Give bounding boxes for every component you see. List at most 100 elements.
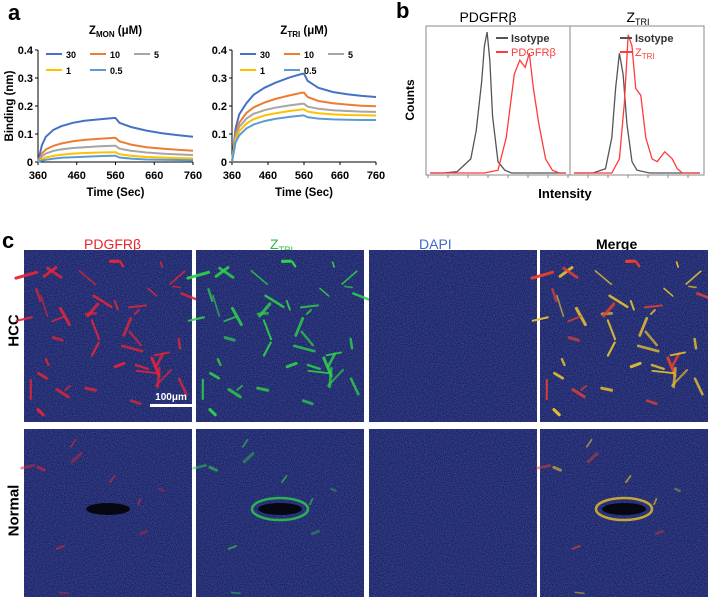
micrograph-green-hcc (186, 250, 371, 422)
stained-vessel (186, 270, 211, 280)
stained-vessel (122, 316, 133, 337)
stained-vessel (299, 304, 320, 309)
stained-vessel (586, 438, 593, 448)
series-line-10 (231, 91, 377, 163)
stained-vessel (562, 266, 579, 279)
micrograph-red-normal (20, 429, 192, 597)
micrograph-merge-normal (536, 429, 708, 597)
series-line-30 (37, 117, 194, 163)
micrograph-grain (369, 429, 537, 597)
stained-vessel (192, 464, 207, 470)
series-line-10 (37, 136, 194, 163)
panel-letter-b: b (396, 0, 410, 23)
microscopy-images (14, 250, 708, 597)
legend-label: 10 (304, 50, 314, 60)
stained-vessel (212, 294, 221, 317)
stained-vessel (567, 315, 582, 323)
stained-vessel (227, 388, 242, 399)
stained-vessel (643, 304, 664, 309)
x-tick-label: 560 (295, 170, 313, 182)
stained-vessel (671, 368, 689, 387)
stained-vessel (670, 352, 681, 368)
stained-vessel (349, 377, 360, 396)
y-tick-label: 0.2 (18, 101, 33, 113)
x-tick-label: 760 (367, 170, 385, 182)
legend-label: PDGFRβ (511, 47, 556, 59)
stained-vessel (693, 377, 704, 396)
legend-label: 5 (154, 50, 159, 60)
histogram-curve-0 (430, 31, 566, 174)
legend-label: Isotype (511, 33, 550, 45)
stained-vessel (688, 285, 697, 289)
stained-vessel (262, 319, 273, 341)
stained-vessel (137, 497, 142, 506)
chart-title: ZTRI (μM) (280, 25, 328, 39)
y-tick-label: 0.4 (212, 45, 228, 57)
stained-vessel (250, 270, 269, 286)
stained-vessel (78, 270, 97, 286)
stained-vessel (169, 270, 186, 285)
stained-vessel (86, 302, 100, 318)
vein-stain (250, 496, 310, 522)
scale-bar-label: 100μm (155, 392, 187, 403)
stained-vessel (153, 351, 171, 357)
stained-vessel (51, 315, 66, 323)
stained-vessel (349, 337, 354, 350)
stained-vessel (208, 465, 218, 472)
stained-vessel (223, 336, 236, 342)
x-axis-label: Time (Sec) (275, 187, 333, 199)
stained-vessel (90, 341, 100, 357)
x-tick-label: 460 (68, 170, 86, 182)
stained-vessel (650, 363, 665, 371)
stained-vessel (663, 287, 674, 297)
stained-vessel (120, 344, 144, 353)
column-label-pdgfrb: PDGFRβ (84, 236, 142, 252)
histogram-title-ztri: ZTRI (626, 9, 649, 27)
stained-vessel (285, 299, 291, 311)
stained-vessel (37, 371, 49, 380)
stained-vessel (571, 545, 581, 550)
y-tick-label: 0 (221, 157, 227, 169)
stained-vessel (292, 344, 316, 353)
y-axis-label: Binding (nm) (4, 70, 16, 141)
stained-vessel (118, 260, 125, 268)
stained-vessel (133, 309, 140, 315)
binding-chart-mon: ZMON (μM) 0 0.1 0.2 0.3 0.4 360 460 560 660 760 Tim… (4, 25, 202, 199)
y-tick-label: 0.1 (212, 129, 227, 141)
stained-vessel (281, 475, 288, 484)
y-tick-label: 0.3 (18, 73, 33, 85)
stained-vessel (15, 316, 33, 322)
stained-vessel (556, 294, 565, 317)
y-tick-label: 0.4 (18, 45, 34, 57)
legend-label: Isotype (635, 33, 674, 45)
stained-vessel (341, 270, 358, 285)
flow-histograms: Counts Intensity PDGFRβ ZTRI Isotype PDGFRβ Is… (403, 9, 705, 201)
stained-vessel (242, 438, 249, 448)
stained-vessel (223, 315, 238, 323)
histogram-title-pdgfrb: PDGFRβ (459, 9, 516, 25)
stained-vessel (216, 358, 222, 367)
legend-label: 1 (260, 66, 265, 76)
x-tick-label: 660 (145, 170, 163, 182)
series-line-0.5 (37, 154, 194, 163)
stained-vessel (36, 465, 46, 472)
stained-vessel (187, 316, 205, 322)
stained-vessel (227, 545, 237, 550)
x-tick-label: 560 (106, 170, 124, 182)
y-tick-label: 0.3 (212, 73, 227, 85)
stained-vessel (693, 337, 698, 350)
chart-title: ZMON (μM) (89, 25, 142, 39)
stained-vessel (285, 361, 298, 369)
x-tick-label: 460 (259, 170, 277, 182)
x-axis-label: Intensity (538, 186, 592, 201)
stained-vessel (218, 266, 235, 279)
micrograph-dapi-hcc (369, 250, 537, 422)
legend-label: ZTRI (635, 47, 655, 61)
stained-vessel (40, 294, 49, 317)
stained-vessel (207, 288, 214, 303)
stained-vessel (600, 386, 614, 392)
stained-vessel (685, 270, 702, 285)
stained-vessel (44, 358, 50, 367)
stained-vessel (20, 464, 35, 470)
legend-label: 0.5 (110, 66, 123, 76)
